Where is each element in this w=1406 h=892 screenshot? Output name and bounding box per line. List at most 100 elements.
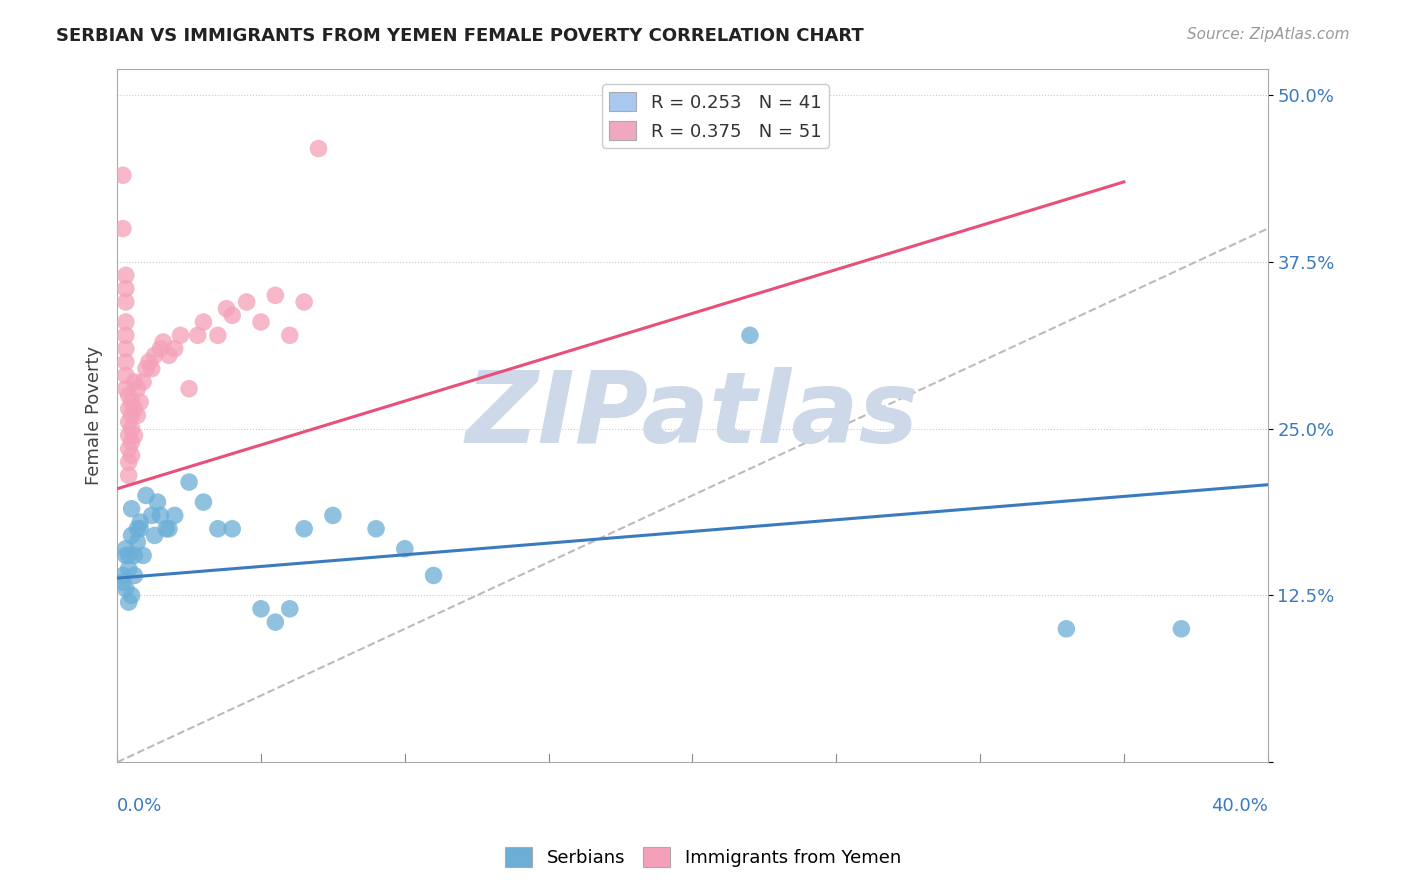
Point (124, 375, 146, 389)
Point (111, 221, 134, 235)
Point (118, 455, 141, 469)
Point (127, 522, 149, 536)
Point (394, 541, 416, 556)
Point (292, 295, 315, 310)
Point (141, 508, 163, 523)
Point (124, 401, 146, 416)
Point (114, 268, 136, 283)
Point (163, 342, 186, 356)
Point (121, 409, 143, 423)
Point (163, 508, 186, 523)
Point (118, 388, 141, 402)
Text: SERBIAN VS IMMIGRANTS FROM YEMEN FEMALE POVERTY CORRELATION CHART: SERBIAN VS IMMIGRANTS FROM YEMEN FEMALE … (56, 27, 865, 45)
Point (121, 589, 143, 603)
Point (127, 535, 149, 549)
Text: Source: ZipAtlas.com: Source: ZipAtlas.com (1187, 27, 1350, 42)
Point (132, 375, 155, 389)
Point (132, 549, 155, 563)
Point (121, 449, 143, 463)
Legend: R = 0.253   N = 41, R = 0.375   N = 51: R = 0.253 N = 41, R = 0.375 N = 51 (602, 85, 828, 148)
Point (118, 595, 141, 609)
Point (114, 282, 136, 296)
Point (364, 522, 387, 536)
Point (215, 301, 238, 316)
Point (157, 522, 180, 536)
Point (118, 401, 141, 416)
Point (278, 602, 301, 616)
Point (235, 295, 257, 310)
Point (278, 328, 301, 343)
Text: ZIPatlas: ZIPatlas (465, 367, 920, 464)
Point (250, 315, 273, 329)
Point (114, 541, 136, 556)
Point (118, 415, 141, 429)
Point (221, 522, 243, 536)
Point (143, 348, 166, 362)
Point (114, 315, 136, 329)
Point (121, 435, 143, 450)
Point (127, 409, 149, 423)
Point (250, 602, 273, 616)
Point (207, 328, 229, 343)
Point (114, 355, 136, 369)
Point (114, 342, 136, 356)
Point (114, 295, 136, 310)
Point (114, 582, 136, 596)
Point (187, 328, 209, 343)
Point (121, 528, 143, 542)
Point (422, 568, 444, 582)
Point (221, 308, 243, 322)
Point (118, 428, 141, 442)
Point (118, 549, 141, 563)
Point (121, 501, 143, 516)
Point (264, 615, 287, 629)
Point (121, 422, 143, 436)
Point (135, 488, 157, 502)
Point (138, 355, 160, 369)
Legend: Serbians, Immigrants from Yemen: Serbians, Immigrants from Yemen (498, 839, 908, 874)
Point (264, 288, 287, 302)
Point (193, 315, 215, 329)
Point (114, 368, 136, 383)
Point (124, 428, 146, 442)
Point (207, 522, 229, 536)
Point (292, 522, 315, 536)
Point (111, 575, 134, 590)
Point (322, 508, 344, 523)
Point (155, 522, 177, 536)
Point (129, 522, 152, 536)
Point (135, 361, 157, 376)
Text: 40.0%: 40.0% (1211, 797, 1268, 815)
Point (1054, 622, 1077, 636)
Point (111, 568, 134, 582)
Point (127, 382, 149, 396)
Point (141, 361, 163, 376)
Point (177, 382, 200, 396)
Point (129, 515, 152, 529)
Point (146, 495, 169, 509)
Point (114, 382, 136, 396)
Point (124, 549, 146, 563)
Point (118, 468, 141, 483)
Point (738, 328, 761, 343)
Point (129, 395, 152, 409)
Point (118, 562, 141, 576)
Point (121, 395, 143, 409)
Point (152, 334, 174, 349)
Point (124, 568, 146, 582)
Point (114, 549, 136, 563)
Text: 0.0%: 0.0% (117, 797, 163, 815)
Y-axis label: Female Poverty: Female Poverty (86, 346, 103, 485)
Point (308, 142, 330, 156)
Point (149, 508, 172, 523)
Point (143, 528, 166, 542)
Point (169, 328, 191, 343)
Point (111, 168, 134, 182)
Point (193, 495, 215, 509)
Point (1170, 622, 1192, 636)
Point (157, 348, 180, 362)
Point (177, 475, 200, 489)
Point (118, 442, 141, 456)
Point (149, 342, 172, 356)
Point (114, 328, 136, 343)
